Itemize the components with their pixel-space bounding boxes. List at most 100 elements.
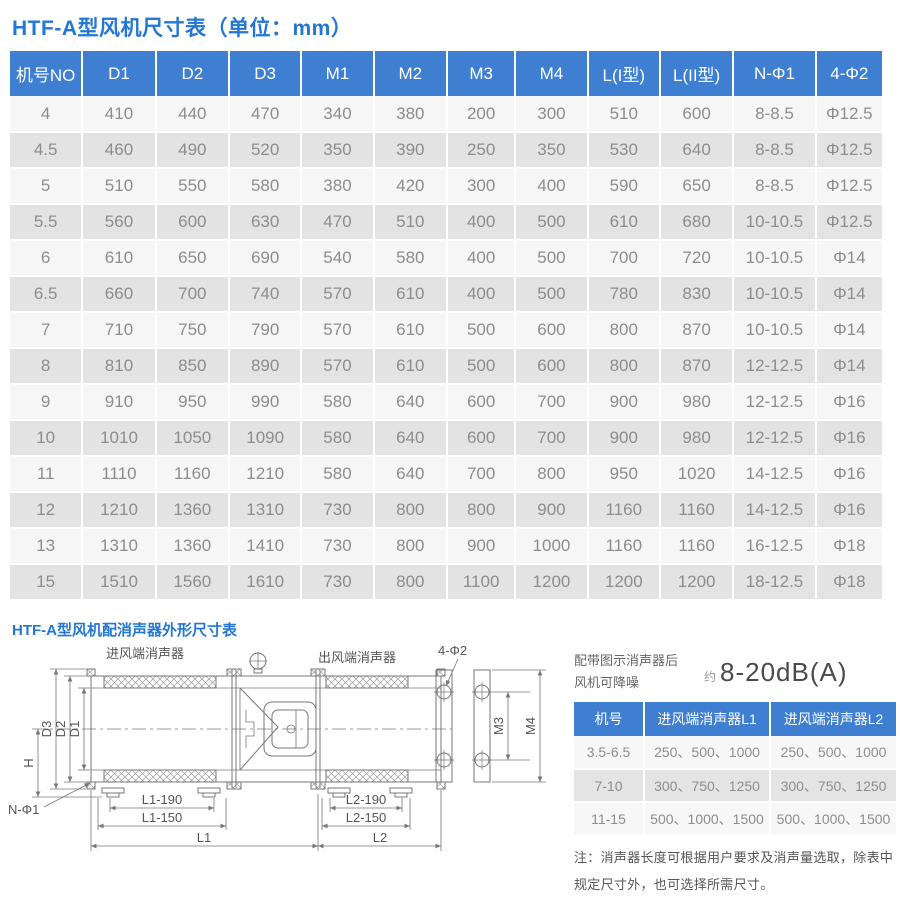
table-cell: 500、1000、1500: [770, 802, 896, 837]
column-header: 机号: [574, 702, 645, 737]
table-cell: 560: [82, 204, 157, 241]
table-cell: 200: [446, 96, 517, 133]
outlet-silencer-label: 出风端消声器: [318, 650, 396, 665]
table-cell: Φ18: [815, 564, 882, 601]
table-cell: 1200: [659, 564, 735, 601]
table-cell: 520: [228, 132, 303, 169]
column-header: 进风端消声器L1: [644, 702, 771, 737]
table-cell: 1560: [155, 564, 230, 601]
table-cell: 800: [373, 528, 448, 565]
table-cell: 300、750、1250: [770, 769, 896, 804]
table-cell: 700: [587, 240, 661, 277]
dim-l1-190: L1-190: [142, 792, 182, 807]
noise-text-line1: 配带图示消声器后: [574, 653, 679, 668]
table-row: 6.5 660 700 740 570 610 400 500 780 830 10-10.5 Φ14: [10, 276, 882, 313]
table-cell: 590: [587, 168, 661, 205]
table-cell: Φ14: [815, 348, 882, 385]
table-cell: 580: [301, 456, 375, 493]
table-cell: Φ16: [815, 420, 882, 457]
column-header: 机号NO: [10, 51, 84, 96]
silencer-info-panel: 配带图示消声器后 风机可降噪 约 8-20dB(A) 机号 进风端消声器L1 进风端…: [574, 644, 896, 899]
table-cell: 18-12.5: [733, 564, 817, 601]
table-row: 9 910 950 990 580 640 600 700 900 980 12-12.5 Φ16: [10, 384, 882, 421]
table-cell: 1410: [228, 528, 303, 565]
dim-m4: M4: [523, 717, 538, 735]
table-cell: 730: [301, 528, 375, 565]
table-cell: Φ16: [815, 492, 882, 529]
table-cell: 10-10.5: [733, 204, 817, 241]
table-cell: 1310: [82, 528, 157, 565]
table-cell: 500: [515, 204, 589, 241]
table-row: 12 1210 1360 1310 730 800 800 900 1160 1160 14-12.…: [10, 492, 882, 529]
table-cell: 580: [228, 168, 303, 205]
table-cell: 510: [82, 168, 157, 205]
column-header: 进风端消声器L2: [770, 702, 896, 737]
table-cell: 610: [373, 312, 448, 349]
table-cell: 250: [446, 132, 517, 169]
table-cell: 1020: [659, 456, 735, 493]
silencer-length-table: 机号 进风端消声器L1 进风端消声器L2 3.5-6.5 250、500、1000 25…: [574, 702, 896, 837]
table-cell: 980: [659, 384, 735, 421]
table-cell: 1160: [155, 456, 230, 493]
table-cell: 400: [446, 276, 517, 313]
table-row: 11 1110 1160 1210 580 640 700 800 950 1020 14-12.5…: [10, 456, 882, 493]
table-row: 10 1010 1050 1090 580 640 600 700 900 980 12-12.5 Φ…: [10, 420, 882, 457]
column-header: D2: [155, 51, 230, 96]
flange-plates: [434, 669, 492, 783]
table-cell: 1110: [82, 456, 157, 493]
table-cell: Φ18: [815, 528, 882, 565]
table-cell: 8-8.5: [733, 96, 817, 133]
table-cell: 1010: [82, 420, 157, 457]
table-row: 7 710 750 790 570 610 500 600 800 870 10-10.5 Φ14: [10, 312, 882, 349]
table-cell: 15: [10, 564, 84, 601]
table-row: 4.5 460 490 520 350 390 250 350 530 640 8-8.5 Φ12.5: [10, 132, 882, 169]
table-cell: 400: [515, 168, 589, 205]
table-cell: 500、1000、1500: [644, 802, 771, 837]
table-cell: 980: [659, 420, 735, 457]
table-cell: 680: [659, 204, 735, 241]
table-cell: 990: [228, 384, 303, 421]
table-cell: 630: [228, 204, 303, 241]
table-cell: 730: [301, 564, 375, 601]
table-cell: 6: [10, 240, 84, 277]
table-cell: Φ12.5: [815, 168, 882, 205]
column-header: M3: [446, 51, 517, 96]
table-cell: 950: [587, 456, 661, 493]
bottom-section: 进风端消声器 出风端消声器 N-Φ1 4-Φ2 D1 D2 D3 H L1-19…: [0, 643, 900, 899]
table-cell: 500: [515, 276, 589, 313]
table-cell: 1050: [155, 420, 230, 457]
table-cell: 870: [659, 312, 735, 349]
table-cell: 1160: [587, 492, 661, 529]
dim-l1: L1: [197, 830, 211, 845]
column-header: M2: [373, 51, 448, 96]
table-header-row: 机号NO D1 D2 D3 M1 M2 M3 M4 L(I型) L(II型) N-Φ1 4-Φ2: [10, 51, 882, 96]
table-cell: 12-12.5: [733, 348, 817, 385]
table-cell: 740: [228, 276, 303, 313]
table-cell: 600: [446, 420, 517, 457]
section-title-silencer: HTF-A型风机配消声器外形尺寸表: [12, 622, 237, 639]
table-cell: 7: [10, 312, 84, 349]
table-cell: 800: [373, 564, 448, 601]
dimension-lines: [32, 658, 546, 851]
table-cell: 460: [82, 132, 157, 169]
table-cell: 340: [301, 96, 375, 133]
table-cell: 540: [301, 240, 375, 277]
dim-d2: D2: [53, 721, 68, 738]
table-cell: 350: [515, 132, 589, 169]
table-cell: 640: [373, 456, 448, 493]
table-cell: 570: [301, 348, 375, 385]
table-cell: 1200: [515, 564, 589, 601]
dim-l2-190: L2-190: [346, 792, 386, 807]
table-cell: 710: [82, 312, 157, 349]
table-cell: 900: [446, 528, 517, 565]
table-cell: 600: [515, 348, 589, 385]
table-cell: 7-10: [574, 769, 645, 804]
dim-d3: D3: [39, 721, 54, 738]
table-cell: 850: [155, 348, 230, 385]
column-header: L(I型): [587, 51, 661, 96]
page-title: HTF-A型风机尺寸表（单位：mm）: [12, 17, 353, 40]
table-cell: 250、500、1000: [770, 736, 896, 771]
table-cell: 800: [587, 312, 661, 349]
table-cell: 470: [301, 204, 375, 241]
